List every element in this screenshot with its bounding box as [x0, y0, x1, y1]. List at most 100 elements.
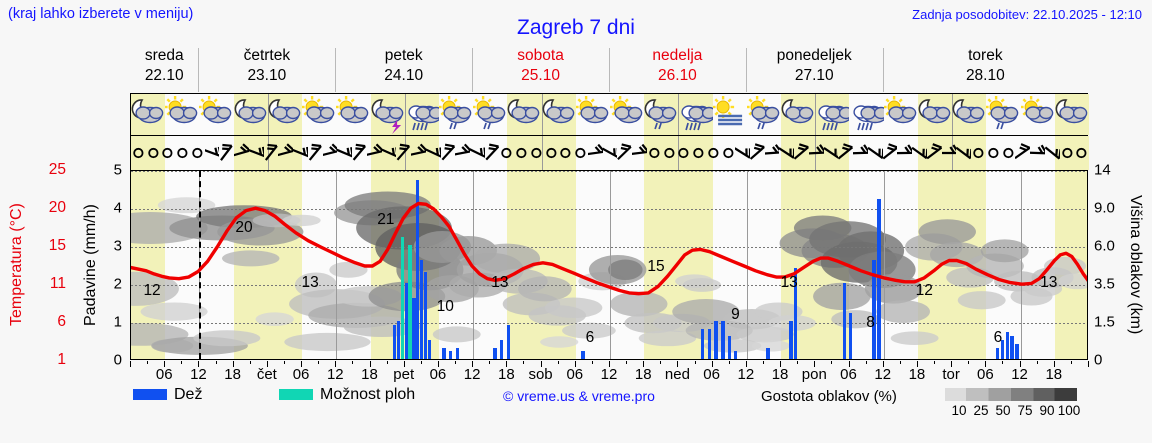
moon-cloud-rain-icon [644, 94, 678, 135]
precip-bar-rain [449, 351, 453, 359]
day-name: sobota [517, 47, 564, 64]
precip-bar-rain [423, 271, 428, 359]
moon-cloud-icon [507, 94, 541, 135]
wind-barb-icon [308, 136, 323, 168]
moon-cloud-icon [268, 94, 302, 135]
vertical-gridline [473, 171, 475, 359]
wind-barb-icon [204, 136, 220, 168]
x-tick-label: ned [664, 366, 690, 383]
wind-barb-icon [278, 136, 294, 168]
wind-barb-icon [926, 136, 942, 168]
x-tick-label: tor [942, 366, 960, 383]
day-separator [609, 48, 610, 92]
wind-calm-icon [514, 136, 529, 168]
daylight-band [644, 136, 713, 170]
precip-bar-showers [408, 245, 412, 359]
precip-bar-rain [996, 347, 1000, 359]
cloud-tick-14: 14 [1094, 161, 1111, 179]
x-tick-label: 06 [703, 366, 720, 383]
x-tick [249, 361, 251, 364]
x-tick-label: sob [528, 366, 553, 383]
wind-barb-icon [234, 136, 249, 168]
wind-barb-icon [602, 136, 618, 168]
x-tick [352, 361, 354, 364]
precip-bar-rain [581, 351, 585, 359]
precip-bar-rain [701, 328, 705, 359]
x-tick-label: 06 [840, 366, 857, 383]
wind-barb-icon [1030, 136, 1045, 168]
wind-calm-icon [146, 136, 161, 168]
temperature-value-label: 10 [436, 297, 454, 315]
day-header-1: četrtek 23.10 [198, 46, 335, 91]
wind-barb-icon [293, 136, 308, 168]
temperature-value-label: 6 [585, 329, 595, 347]
x-tick-label: čet [256, 366, 277, 383]
x-tick [591, 361, 593, 364]
temperature-line [131, 201, 1087, 296]
x-tick [1053, 361, 1055, 367]
day-name: sreda [144, 47, 184, 64]
icon-cell-separator [404, 94, 406, 135]
vertical-gridline [1020, 171, 1022, 359]
wind-barb-icon [794, 136, 809, 168]
wind-barb-icon [248, 136, 264, 168]
precip-tick-1: 1 [113, 313, 122, 331]
cloud-rain-icon [678, 94, 713, 135]
wind-barb-icon [322, 136, 338, 168]
precip-bar-rain [393, 324, 397, 359]
temperature-value-label: 12 [915, 281, 933, 299]
precip-bar-rain [427, 340, 432, 359]
temperature-value-label: 13 [301, 274, 319, 291]
last-update-label: Zadnja posodobitev: 22.10.2025 - 12:10 [912, 7, 1142, 22]
wind-barb-icon [411, 136, 426, 168]
precip-bar-rain [412, 298, 416, 359]
wind-barb-icon [352, 136, 367, 168]
icon-cell-separator [541, 94, 543, 135]
temperature-value-label: 20 [235, 218, 253, 236]
x-tick [266, 361, 268, 367]
x-tick [968, 361, 970, 364]
cloud-rain-icon [850, 94, 884, 135]
day-separator [335, 48, 337, 92]
wind-calm-icon [573, 136, 588, 168]
icon-cell-separator [815, 94, 817, 135]
x-tick [198, 361, 200, 367]
temp-tick-11: 11 [49, 275, 66, 292]
day-name: torek [968, 47, 1003, 64]
wind-barb-icon [441, 136, 456, 168]
precip-bar-rain [1005, 332, 1010, 359]
wind-calm-icon [529, 136, 544, 168]
x-tick [386, 361, 388, 364]
x-tick [745, 361, 747, 367]
icon-cell-separator [267, 94, 269, 135]
x-tick-label: 18 [1045, 366, 1063, 383]
vertical-gridline [883, 171, 885, 359]
icon-cell-separator [952, 94, 954, 135]
moon-cloud-icon [781, 94, 815, 135]
copyright-label[interactable]: © vreme.us & vreme.pro [503, 388, 655, 404]
x-tick [318, 361, 320, 364]
precip-bar-rain [404, 283, 408, 359]
temp-tick-25: 25 [48, 161, 66, 178]
precip-bar-rain [493, 347, 497, 359]
moon-cloud-icon [542, 94, 576, 135]
x-tick [1002, 361, 1004, 364]
precip-bar-rain [872, 260, 876, 359]
x-tick [403, 361, 405, 367]
precip-bar-rain [416, 180, 420, 359]
wind-barb-icon [469, 136, 485, 168]
cloud-density-colorbar [945, 388, 1077, 401]
icon-cell-separator [404, 136, 406, 170]
sun-cloud-icon [199, 94, 233, 135]
wind-barb-icon [764, 136, 780, 168]
temperature-value-label: 12 [143, 281, 161, 299]
x-tick-label: 18 [908, 366, 926, 383]
x-tick [283, 361, 285, 364]
x-tick [814, 361, 816, 367]
cloud-tick-6.0: 6.0 [1094, 237, 1115, 255]
x-tick [711, 361, 713, 367]
day-date: 26.10 [658, 67, 697, 84]
location-menu-note[interactable]: (kraj lahko izberete v meniju) [8, 6, 194, 22]
wind-barb-icon [485, 136, 500, 168]
